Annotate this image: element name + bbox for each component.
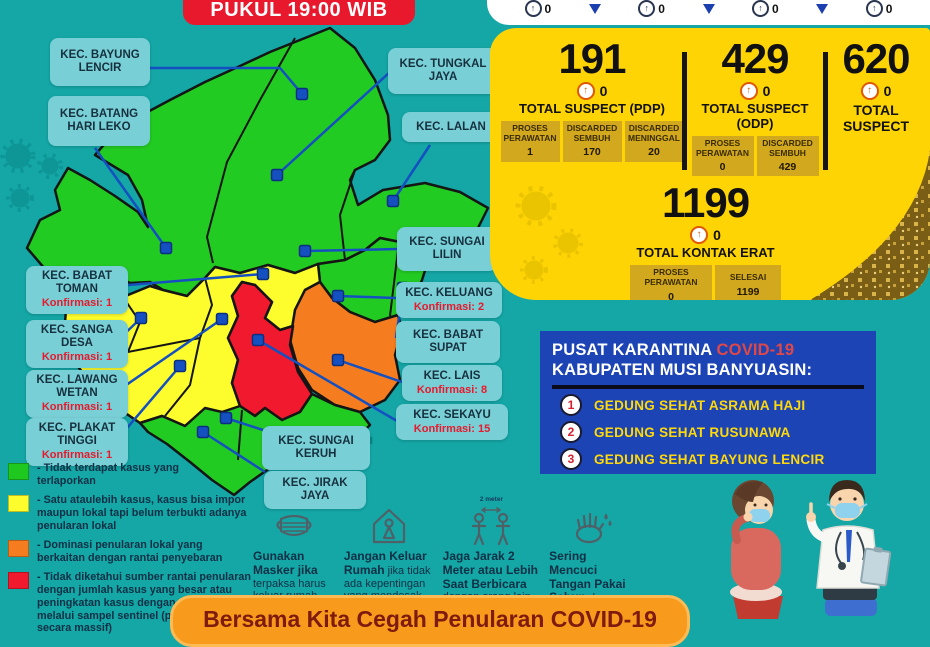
legend-item-yellow: - Satu ataulebih kasus, kasus bisa impor… <box>8 494 256 533</box>
divider <box>552 385 864 390</box>
time-label: PUKUL 19:00 WIB <box>210 0 388 21</box>
stat-pdp: 191 ↑ 0 TOTAL SUSPECT (PDP) PROSES PERAW… <box>500 35 684 176</box>
pdp-label: TOTAL SUSPECT (PDP) <box>519 101 665 116</box>
suspect-stats-row: 191 ↑ 0 TOTAL SUSPECT (PDP) PROSES PERAW… <box>490 28 930 177</box>
time-banner: PUKUL 19:00 WIB <box>183 0 415 25</box>
circle-up-icon: ↑ <box>638 0 656 17</box>
down-arrow-icon <box>588 3 601 14</box>
map-label-kec-tungkal-jaya: KEC. TUNGKAL JAYA <box>388 48 498 94</box>
stat-odp: 429 ↑ 0 TOTAL SUSPECT (ODP) PROSES PERAW… <box>687 35 823 177</box>
odp-boxes: PROSES PERAWATAN 0 DISCARDED SEMBUH 429 <box>691 135 819 177</box>
kontak-boxes: PROSES PERAWATAN 0 SELESAI 1199 <box>630 265 781 300</box>
up-arrow-icon: ↑ <box>860 82 879 100</box>
kontak-delta: ↑ 0 <box>690 226 721 245</box>
map-label-kec-lawang-wetan: KEC. LAWANG WETAN Konfirmasi: 1 <box>26 370 128 418</box>
stat-box: PROSES PERAWATAN 1 <box>500 120 560 162</box>
circle-up-icon: ↑ <box>524 0 542 17</box>
red-swatch <box>8 571 29 589</box>
quarantine-title: PUSAT KARANTINA COVID-19 KABUPATEN MUSI … <box>552 341 813 380</box>
kontak-value: 1199 <box>661 179 750 227</box>
handwash-icon <box>569 504 615 548</box>
pdp-delta: ↑ 0 <box>576 82 607 100</box>
quarantine-item: 3 GEDUNG SEHAT BAYUNG LENCIR <box>552 448 864 471</box>
mask-icon <box>271 504 317 548</box>
odp-value: 429 <box>721 35 789 82</box>
map-label-kec-lais: KEC. LAIS Konfirmasi: 8 <box>402 365 502 401</box>
label-connector-lines <box>93 66 432 474</box>
up-arrow-icon: ↑ 0 <box>752 0 779 17</box>
map-label-kec-sanga-desa: KEC. SANGA DESA Konfirmasi: 1 <box>26 320 128 368</box>
yellow-swatch <box>8 494 29 512</box>
footer-slogan-banner: Bersama Kita Cegah Penularan COVID-19 <box>170 595 690 647</box>
quarantine-panel: PUSAT KARANTINA COVID-19 KABUPATEN MUSI … <box>540 331 876 474</box>
map-label-kec-keluang: KEC. KELUANG Konfirmasi: 2 <box>396 282 502 318</box>
girl-and-doctor-illustration <box>730 480 892 619</box>
map-label-kec-sekayu: KEC. SEKAYU Konfirmasi: 15 <box>396 404 508 440</box>
map-label-kec-jirak-jaya: KEC. JIRAK JAYA <box>264 471 366 509</box>
total-suspect-delta: ↑ 0 <box>860 82 891 100</box>
map-label-kec-babat-supat: KEC. BABAT SUPAT <box>396 321 500 363</box>
virus-decoration <box>515 185 583 284</box>
up-arrow-icon: ↑ 0 <box>638 0 665 17</box>
pdp-value: 191 <box>558 35 626 82</box>
batik-pattern-decoration <box>810 150 930 300</box>
house-icon <box>366 504 412 548</box>
total-suspect-label: TOTAL SUSPECT <box>842 102 910 135</box>
orange-swatch <box>8 539 29 557</box>
top-ticker-strip: ↑ 0 ↑ 0 ↑ 0 ↑ 0 <box>487 0 930 25</box>
up-arrow-icon: ↑ 0 <box>524 0 551 17</box>
up-arrow-icon: ↑ <box>690 226 709 245</box>
map-label-kec-plakat-tinggi: KEC. PLAKAT TINGGI Konfirmasi: 1 <box>26 418 128 466</box>
stat-box: PROSES PERAWATAN 0 <box>630 265 712 300</box>
stat-kontak-erat: 1199 ↑ 0 TOTAL KONTAK ERAT PROSES PERAWA… <box>608 182 803 300</box>
circle-up-icon: ↑ <box>865 0 883 17</box>
map-label-kec-sungai-keruh: KEC. SUNGAI KERUH <box>262 426 370 470</box>
stat-box: DISCARDED SEMBUH 429 <box>756 135 819 177</box>
map-label-kec-lalan: KEC. LALAN <box>402 112 500 142</box>
girl-figure <box>730 480 783 619</box>
map-label-kec-batang-hari-leko: KEC. BATANG HARI LEKO <box>48 96 150 146</box>
covid-highlight: COVID-19 <box>716 341 795 359</box>
stat-box: PROSES PERAWATAN 0 <box>691 135 754 177</box>
quarantine-item: 1 GEDUNG SEHAT ASRAMA HAJI <box>552 394 864 417</box>
stat-box: DISCARDED MENINGGAL 20 <box>624 120 684 162</box>
distance-icon <box>468 504 514 548</box>
up-arrow-icon: ↑ <box>576 82 595 100</box>
number-badge: 1 <box>560 394 582 417</box>
total-suspect-value: 620 <box>842 35 910 82</box>
stat-total-suspect: 620 ↑ 0 TOTAL SUSPECT <box>828 38 924 176</box>
stat-box: DISCARDED SEMBUH 170 <box>562 120 622 162</box>
kontak-label: TOTAL KONTAK ERAT <box>636 245 775 261</box>
divider <box>682 52 687 170</box>
number-badge: 3 <box>560 448 582 471</box>
tip-distance: 2 meter Jaga Jarak 2 Meter atau Lebih Sa… <box>443 496 541 629</box>
number-badge: 2 <box>560 421 582 444</box>
green-swatch <box>8 463 29 480</box>
odp-label: TOTAL SUSPECT (ODP) <box>701 101 809 131</box>
stats-panel: 191 ↑ 0 TOTAL SUSPECT (PDP) PROSES PERAW… <box>490 28 930 300</box>
pdp-boxes: PROSES PERAWATAN 1 DISCARDED SEMBUH 170 … <box>500 120 684 162</box>
circle-up-icon: ↑ <box>752 0 770 17</box>
down-arrow-icon <box>702 3 715 14</box>
up-arrow-icon: ↑ 0 <box>865 0 892 17</box>
legend-item-orange: - Dominasi penularan lokal yang berkaita… <box>8 539 256 565</box>
legend-item-green: - Tidak terdapat kasus yang terlaporkan <box>8 462 256 488</box>
up-arrow-icon: ↑ <box>739 82 758 100</box>
tip-text: Jaga Jarak 2 Meter atau Lebih Saat Berbi… <box>442 549 538 603</box>
divider <box>823 52 828 170</box>
down-arrow-icon <box>816 3 829 14</box>
quarantine-item: 2 GEDUNG SEHAT RUSUNAWA <box>552 421 864 444</box>
stat-box: SELESAI 1199 <box>715 265 781 300</box>
doctor-figure <box>806 480 892 616</box>
odp-delta: ↑ 0 <box>739 82 770 100</box>
map-label-kec-babat-toman: KEC. BABAT TOMAN Konfirmasi: 1 <box>26 266 128 314</box>
map-label-kec-bayung-lencir: KEC. BAYUNG LENCIR <box>50 38 150 86</box>
map-label-kec-sungai-lilin: KEC. SUNGAI LILIN <box>397 227 497 271</box>
